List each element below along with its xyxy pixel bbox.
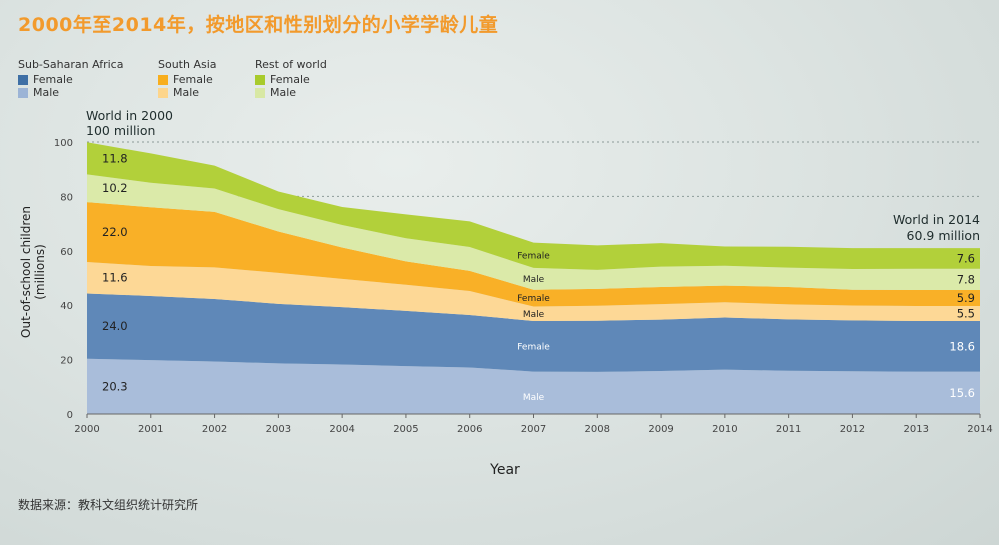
legend-label: Female (173, 73, 213, 86)
annotation-world-2014-line2: 60.9 million (907, 228, 980, 243)
value-label-2014: 5.9 (957, 291, 975, 305)
y-tick-label: 20 (60, 356, 73, 367)
x-tick-label: 2012 (840, 424, 865, 435)
y-tick-label: 40 (60, 301, 73, 312)
legend-swatch (158, 87, 168, 98)
value-label-2014: 15.6 (949, 386, 975, 400)
legend-swatch (18, 74, 28, 85)
annotation-world-2000-line2: 100 million (86, 123, 155, 138)
value-label-2000: 10.2 (102, 181, 128, 195)
value-label-2000: 24.0 (102, 319, 128, 333)
value-label-2000: 20.3 (102, 379, 128, 393)
value-label-2000: 22.0 (102, 225, 128, 239)
value-label-2000: 11.6 (102, 271, 128, 285)
legend-group-title: Rest of world (255, 58, 327, 71)
series-mid-label: Male (523, 275, 545, 285)
y-axis-label-line2: (millions) (33, 244, 47, 300)
legend-swatch (158, 74, 168, 85)
value-labels: 20.3 15.6 Male 24.0 18.6 Female 11.6 5.5 Male 22.… (102, 151, 975, 403)
annotation-world-2014-line1: World in 2014 (893, 212, 980, 227)
legend-entry: Female (18, 73, 123, 86)
y-tick-label: 0 (67, 410, 73, 421)
area-sub-saharan-africa-male (87, 358, 980, 414)
x-tick-label: 2002 (202, 424, 227, 435)
source-note: 数据来源：教科文组织统计研究所 (18, 498, 199, 512)
area-rest-of-world-male (87, 174, 980, 290)
x-tick-label: 2006 (457, 424, 482, 435)
legend-entry: Female (255, 73, 327, 86)
legend-entry: Male (255, 86, 327, 99)
y-tick-label: 80 (60, 192, 73, 203)
legend-label: Female (270, 73, 310, 86)
series-mid-label: Male (523, 310, 545, 320)
chart-title: 2000年至2014年，按地区和性别划分的小学学龄儿童 (18, 14, 499, 36)
legend-swatch (18, 87, 28, 98)
legend-label: Female (33, 73, 73, 86)
legend-entry: Female (158, 73, 217, 86)
y-axis-label-line1: Out-of-school children (19, 206, 33, 338)
x-tick-label: 2001 (138, 424, 163, 435)
legend-sub-saharan-africa: Sub-Saharan Africa Female Male (18, 58, 123, 99)
series-mid-label: Female (517, 294, 550, 304)
x-tick-label: 2014 (967, 424, 992, 435)
series-mid-label: Female (517, 342, 550, 352)
value-label-2014: 7.8 (957, 272, 975, 286)
value-label-2014: 5.5 (957, 306, 975, 320)
x-tick-label: 2008 (585, 424, 610, 435)
legend-swatch (255, 87, 265, 98)
legend-entry: Male (18, 86, 123, 99)
x-tick-label: 2011 (776, 424, 801, 435)
x-tick-label: 2005 (393, 424, 418, 435)
gridlines (87, 141, 980, 197)
area-sub-saharan-africa-female (87, 293, 980, 372)
legend-rest-of-world: Rest of world Female Male (255, 58, 327, 99)
legend-label: Male (33, 86, 60, 99)
legend-label: Male (173, 86, 200, 99)
x-tick-label: 2009 (648, 424, 673, 435)
area-layers (87, 142, 980, 414)
series-mid-label: Female (517, 251, 550, 261)
value-label-2000: 11.8 (102, 151, 128, 165)
x-tick-label: 2010 (712, 424, 737, 435)
x-tick-label: 2013 (903, 424, 928, 435)
area-south-asia-male (87, 261, 980, 321)
x-tick-label: 2003 (266, 424, 291, 435)
annotation-world-2000-line1: World in 2000 (86, 108, 173, 123)
area-south-asia-female (87, 202, 980, 307)
x-tick-label: 2007 (521, 424, 546, 435)
legend-label: Male (270, 86, 297, 99)
legend-swatch (255, 74, 265, 85)
x-axis-label: Year (489, 462, 520, 478)
y-tick-label: 60 (60, 247, 73, 258)
axes: 2000 2001 2002 2003 2004 2005 2006 2007 2008 2009… (54, 138, 993, 435)
area-rest-of-world-female (87, 142, 980, 270)
y-tick-label: 100 (54, 138, 73, 149)
legend-south-asia: South Asia Female Male (158, 58, 217, 99)
series-mid-label: Male (523, 393, 545, 403)
legend-group-title: Sub-Saharan Africa (18, 58, 124, 71)
x-tick-label: 2000 (74, 424, 99, 435)
legend-group-title: South Asia (158, 58, 217, 71)
value-label-2014: 18.6 (949, 339, 975, 353)
value-label-2014: 7.6 (957, 251, 975, 265)
x-tick-label: 2004 (329, 424, 354, 435)
legend-entry: Male (158, 86, 217, 99)
